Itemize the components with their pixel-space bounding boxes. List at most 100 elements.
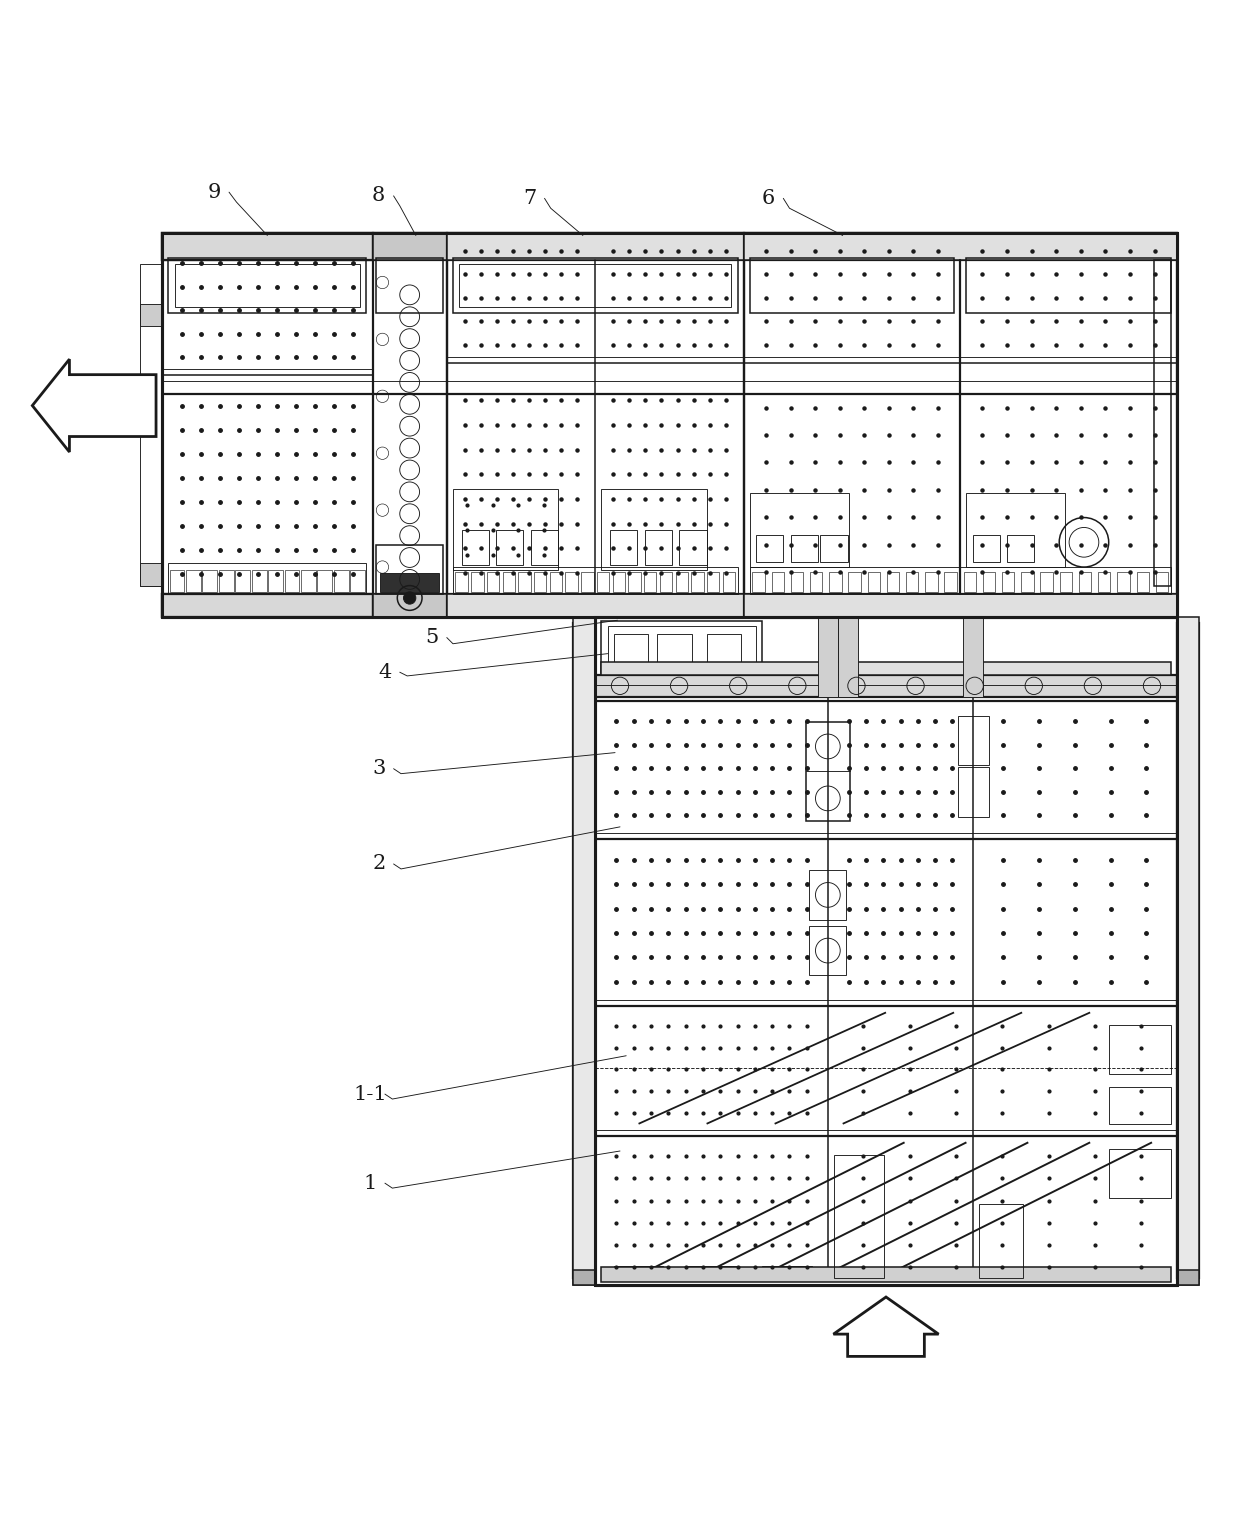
Text: 8: 8 — [372, 187, 386, 205]
Bar — [750, 257, 954, 314]
Bar — [750, 493, 849, 568]
Text: 7: 7 — [523, 188, 537, 208]
Bar — [565, 572, 578, 592]
Bar — [959, 716, 990, 765]
Bar — [582, 572, 594, 592]
Bar — [645, 529, 672, 565]
Bar — [691, 572, 703, 592]
Bar — [983, 572, 996, 592]
FancyArrow shape — [833, 1297, 939, 1357]
Bar — [573, 617, 595, 1285]
Bar — [830, 572, 842, 592]
Bar — [744, 233, 1177, 260]
Bar — [285, 569, 299, 592]
Bar — [657, 633, 692, 666]
Bar — [925, 572, 937, 592]
Bar — [1002, 572, 1014, 592]
Bar — [972, 536, 999, 562]
Bar — [549, 572, 562, 592]
Bar — [140, 303, 162, 326]
Bar — [446, 594, 744, 617]
Bar — [601, 621, 763, 673]
Bar — [170, 569, 185, 592]
Text: 5: 5 — [425, 629, 439, 647]
Bar — [1156, 572, 1168, 592]
Bar — [140, 563, 162, 586]
Bar — [1060, 572, 1073, 592]
Bar — [1007, 536, 1034, 562]
Bar — [771, 572, 784, 592]
Bar — [518, 572, 531, 592]
Bar — [502, 572, 515, 592]
Bar — [1079, 572, 1091, 592]
Bar — [169, 257, 366, 314]
Bar — [202, 569, 217, 592]
Bar — [1117, 572, 1130, 592]
Bar — [487, 572, 500, 592]
Bar — [676, 572, 688, 592]
Bar — [887, 572, 899, 592]
Bar — [334, 569, 348, 592]
Bar — [610, 529, 637, 565]
Text: 1-1: 1-1 — [353, 1085, 387, 1103]
Bar — [372, 594, 446, 617]
Bar — [453, 490, 558, 569]
Bar — [1040, 572, 1053, 592]
Bar — [1109, 1025, 1171, 1074]
Bar — [838, 617, 858, 698]
Bar — [810, 572, 822, 592]
Bar — [868, 572, 880, 592]
Bar — [317, 569, 332, 592]
Bar — [750, 568, 1171, 594]
Text: 1: 1 — [363, 1174, 377, 1193]
Bar — [140, 263, 162, 586]
Bar — [810, 871, 847, 920]
Bar — [688, 1265, 738, 1279]
Bar — [446, 233, 744, 260]
Bar — [446, 233, 744, 617]
Bar — [707, 633, 742, 666]
Bar — [534, 572, 547, 592]
Bar — [753, 572, 765, 592]
Bar — [573, 623, 595, 1279]
Bar — [601, 1267, 1171, 1282]
Bar — [963, 617, 983, 698]
Bar — [531, 529, 558, 565]
Bar — [1154, 260, 1171, 586]
Bar — [707, 572, 719, 592]
Bar — [236, 569, 250, 592]
Bar — [959, 768, 990, 817]
Text: 2: 2 — [372, 854, 386, 874]
Text: 9: 9 — [207, 182, 221, 202]
Bar — [791, 536, 818, 562]
Bar — [453, 568, 738, 594]
Bar — [372, 233, 446, 617]
Bar — [175, 263, 360, 308]
Bar — [162, 594, 372, 617]
Bar — [350, 569, 365, 592]
Bar — [162, 233, 372, 260]
Bar — [966, 493, 1065, 568]
Bar — [601, 662, 1171, 675]
Bar — [906, 572, 919, 592]
Bar — [1177, 617, 1199, 1285]
Text: 3: 3 — [372, 759, 386, 779]
Bar — [601, 490, 707, 569]
Bar — [1022, 572, 1034, 592]
Bar — [945, 572, 957, 592]
Bar — [614, 633, 649, 666]
Bar — [186, 569, 201, 592]
Bar — [966, 257, 1171, 314]
Bar — [595, 675, 1177, 698]
Bar — [379, 574, 439, 592]
Bar — [608, 626, 756, 669]
Bar — [162, 594, 1177, 617]
Circle shape — [403, 592, 415, 604]
Bar — [818, 617, 838, 698]
Text: 4: 4 — [378, 662, 392, 682]
Bar — [744, 233, 1177, 617]
Bar — [252, 569, 267, 592]
Bar — [301, 569, 316, 592]
Bar — [162, 233, 1177, 617]
Bar — [573, 808, 595, 832]
